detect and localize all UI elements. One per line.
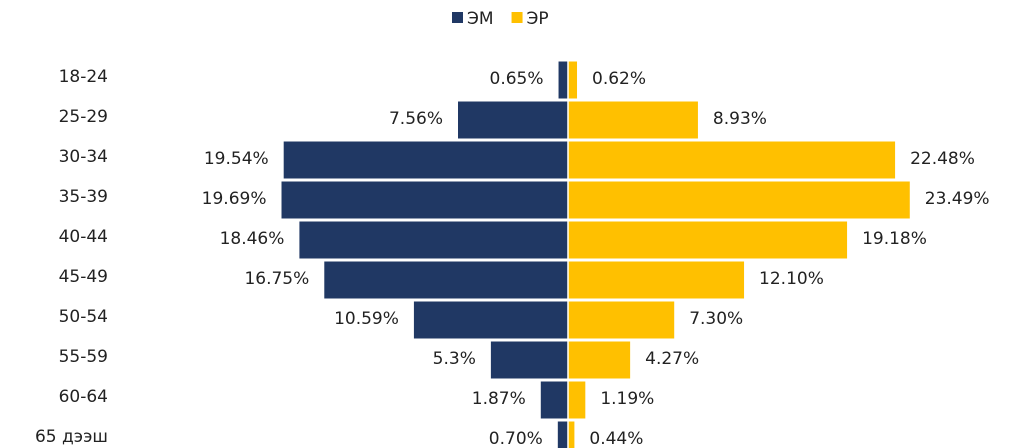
value-label: 19.18%: [862, 229, 927, 249]
legend-label: ЭР: [527, 9, 549, 29]
value-label: 0.65%: [490, 69, 544, 89]
bar: [568, 61, 578, 99]
value-label: 10.59%: [334, 309, 399, 329]
category-label: 18-24: [59, 67, 108, 87]
value-label: 5.3%: [433, 349, 476, 369]
bar: [568, 421, 575, 448]
category-label: 60-64: [59, 387, 108, 407]
bar: [568, 181, 910, 219]
bar: [568, 301, 675, 339]
value-label: 12.10%: [759, 269, 824, 289]
category-label: 25-29: [59, 107, 108, 127]
bar: [568, 341, 631, 379]
bar: [568, 101, 698, 139]
bar: [568, 381, 586, 419]
category-label: 65 дээш: [35, 427, 108, 447]
legend-swatch: [511, 12, 523, 23]
bar: [568, 221, 848, 259]
bar: [568, 141, 896, 179]
value-label: 0.44%: [589, 429, 643, 448]
bar: [324, 261, 568, 299]
bar: [557, 421, 568, 448]
value-label: 0.70%: [489, 429, 543, 448]
bar: [281, 181, 568, 219]
bar: [558, 61, 568, 99]
value-label: 23.49%: [925, 189, 990, 209]
value-label: 1.19%: [600, 389, 654, 409]
bar: [568, 261, 745, 299]
value-label: 4.27%: [645, 349, 699, 369]
category-label: 50-54: [59, 307, 108, 327]
category-label: 30-34: [59, 147, 108, 167]
bar: [540, 381, 568, 419]
legend-swatch: [452, 12, 463, 23]
value-label: 16.75%: [244, 269, 309, 289]
value-label: 1.87%: [472, 389, 526, 409]
value-label: 19.69%: [202, 189, 267, 209]
bar: [458, 101, 568, 139]
value-label: 19.54%: [204, 149, 269, 169]
bar: [413, 301, 568, 339]
value-label: 7.56%: [389, 109, 443, 129]
category-label: 40-44: [59, 227, 108, 247]
value-label: 18.46%: [220, 229, 285, 249]
value-label: 22.48%: [910, 149, 975, 169]
category-label: 55-59: [59, 347, 108, 367]
value-label: 7.30%: [689, 309, 743, 329]
value-label: 0.62%: [592, 69, 646, 89]
category-label: 45-49: [59, 267, 108, 287]
category-label: 35-39: [59, 187, 108, 207]
bar: [299, 221, 568, 259]
value-label: 8.93%: [713, 109, 767, 129]
legend-label: ЭМ: [467, 9, 494, 29]
bar: [490, 341, 568, 379]
bar: [283, 141, 568, 179]
